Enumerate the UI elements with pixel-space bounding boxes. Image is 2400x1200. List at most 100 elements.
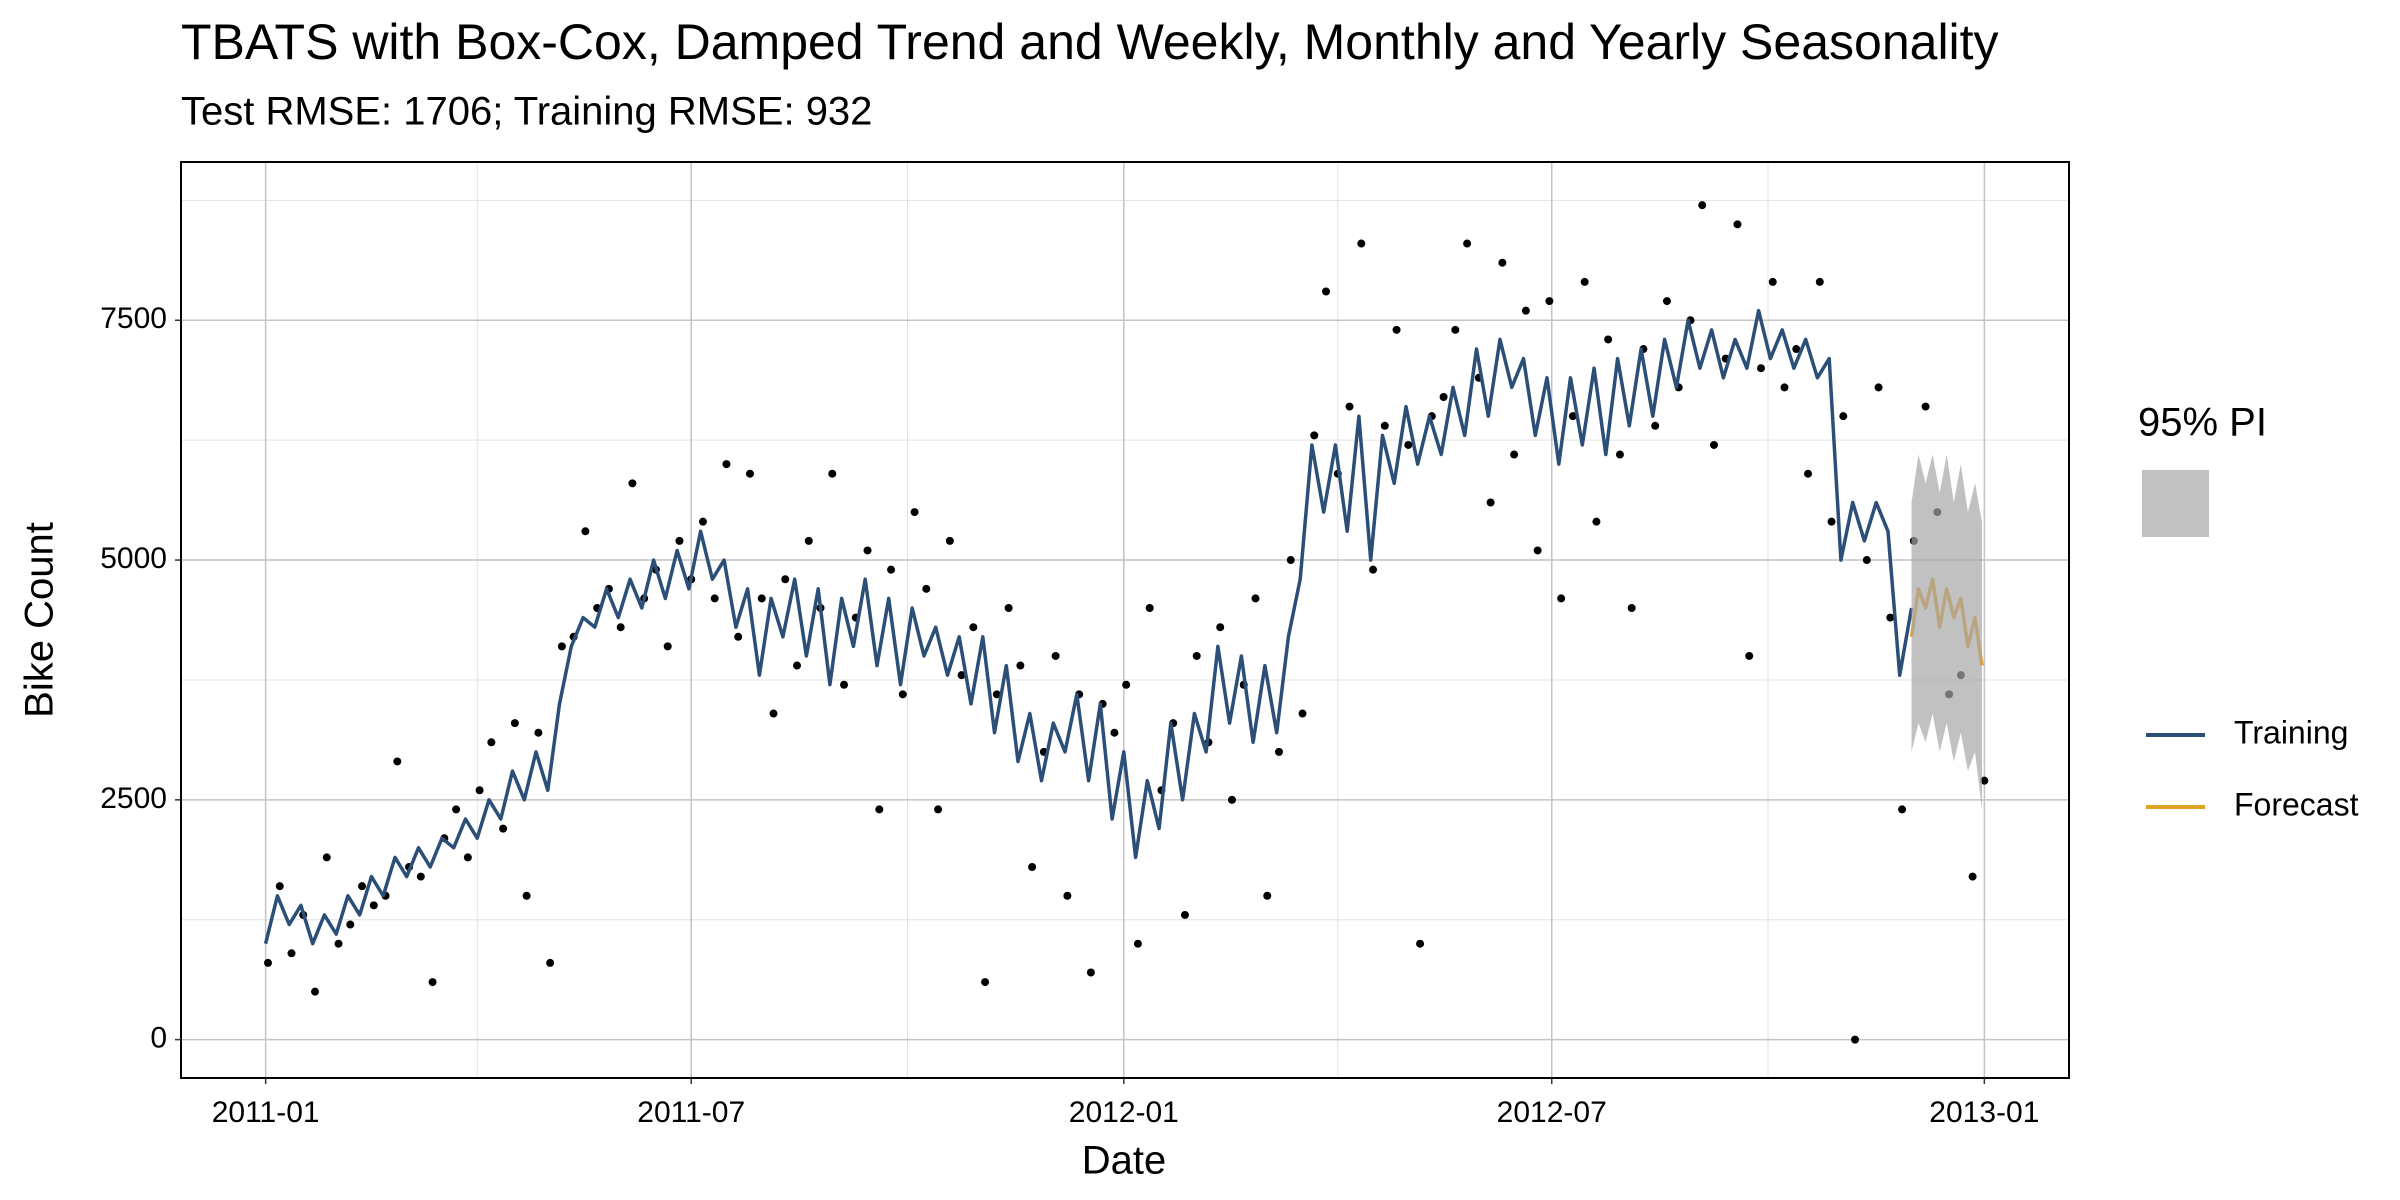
legend: 95% PI Training Forecast — [2138, 401, 2359, 823]
data-point — [1416, 939, 1425, 948]
data-point — [1592, 517, 1601, 526]
plot-area — [180, 161, 2070, 1079]
data-point — [616, 623, 625, 632]
y-axis-title: Bike Count — [18, 522, 62, 718]
data-point — [1016, 661, 1025, 670]
data-point — [1745, 651, 1754, 660]
data-point — [546, 958, 555, 967]
data-point — [1792, 345, 1801, 354]
data-point — [628, 479, 637, 488]
data-point — [1615, 450, 1624, 459]
data-point — [510, 719, 519, 728]
data-point — [1627, 604, 1636, 613]
data-point — [1404, 440, 1413, 449]
data-point — [957, 671, 966, 680]
data-point — [428, 978, 437, 987]
data-point — [581, 527, 590, 536]
data-point — [722, 460, 731, 469]
data-point — [1192, 651, 1201, 660]
data-point — [1804, 469, 1813, 478]
data-point — [969, 623, 978, 632]
data-point — [981, 978, 990, 987]
data-point — [945, 536, 954, 545]
data-point — [1451, 325, 1460, 334]
data-point — [393, 757, 402, 766]
data-point — [1004, 604, 1013, 613]
data-point — [1545, 297, 1554, 306]
data-point — [1709, 440, 1718, 449]
data-point — [898, 690, 907, 699]
data-point — [1580, 277, 1589, 286]
data-point — [1651, 421, 1660, 430]
data-point — [922, 584, 931, 593]
data-point — [1122, 680, 1131, 689]
data-point — [1180, 910, 1189, 919]
data-point — [734, 632, 743, 641]
x-tick-label: 2013-01 — [1929, 1096, 2039, 1129]
data-point — [557, 642, 566, 651]
data-point — [887, 565, 896, 574]
data-point — [1369, 565, 1378, 574]
data-point — [1921, 402, 1930, 411]
data-point — [1756, 364, 1765, 373]
data-point — [1980, 776, 1989, 785]
data-point — [804, 536, 813, 545]
data-point — [263, 958, 272, 967]
data-point — [452, 805, 461, 814]
data-point — [463, 853, 472, 862]
data-point — [499, 824, 508, 833]
data-point — [710, 594, 719, 603]
data-point — [863, 546, 872, 555]
data-point — [475, 786, 484, 795]
data-point — [1298, 709, 1307, 718]
data-point — [1862, 556, 1871, 565]
data-point — [1533, 546, 1542, 555]
data-point — [1968, 872, 1977, 881]
legend-title: 95% PI — [2138, 401, 2267, 445]
data-point — [1310, 431, 1319, 440]
data-point — [781, 575, 790, 584]
data-point — [1439, 392, 1448, 401]
legend-swatch — [2142, 470, 2209, 537]
data-point — [1275, 747, 1284, 756]
data-point — [910, 508, 919, 517]
data-point — [346, 920, 355, 929]
data-point — [1557, 594, 1566, 603]
data-point — [322, 853, 331, 862]
data-point — [1886, 613, 1895, 622]
data-point — [1227, 795, 1236, 804]
data-point — [1345, 402, 1354, 411]
data-point — [1827, 517, 1836, 526]
data-point — [1063, 891, 1072, 900]
data-point — [1145, 604, 1154, 613]
data-point — [1133, 939, 1142, 948]
chart-subtitle: Test RMSE: 1706; Training RMSE: 932 — [181, 90, 872, 134]
data-point — [358, 882, 367, 891]
y-tick-label: 5000 — [100, 542, 167, 575]
data-point — [757, 594, 766, 603]
data-point — [1851, 1035, 1860, 1044]
plot-border — [180, 161, 2070, 1079]
data-point — [1263, 891, 1272, 900]
legend-label: Training — [2234, 714, 2348, 750]
data-point — [1357, 239, 1366, 248]
data-point — [1251, 594, 1260, 603]
data-point — [1051, 651, 1060, 660]
data-point — [1322, 287, 1331, 296]
data-point — [1662, 297, 1671, 306]
data-point — [1510, 450, 1519, 459]
y-tick-label: 0 — [150, 1022, 167, 1055]
data-point — [934, 805, 943, 814]
legend-label: Forecast — [2234, 786, 2359, 822]
data-point — [675, 536, 684, 545]
data-point — [1815, 277, 1824, 286]
data-point — [840, 680, 849, 689]
data-point — [1768, 277, 1777, 286]
x-axis-title: Date — [1082, 1139, 1167, 1183]
data-point — [1486, 498, 1495, 507]
x-tick-label: 2011-01 — [212, 1096, 320, 1129]
data-point — [1286, 556, 1295, 565]
data-point — [1110, 728, 1119, 737]
series-line — [263, 308, 1914, 946]
